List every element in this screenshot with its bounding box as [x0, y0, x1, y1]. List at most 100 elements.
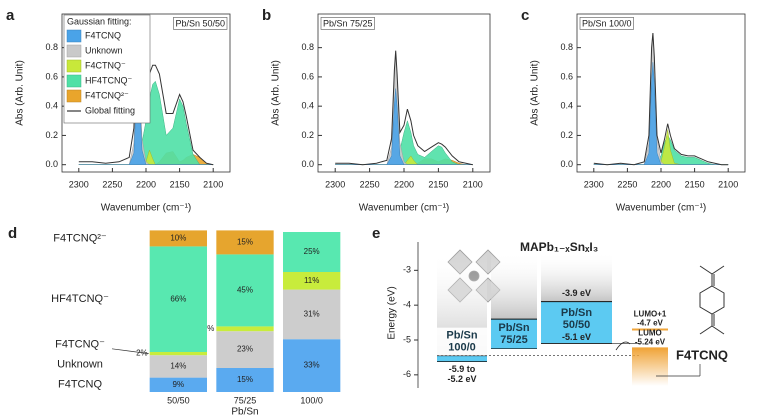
y-tick-label: 0.4	[45, 101, 58, 111]
panel-label: d	[8, 225, 17, 242]
x-tick-label: 2200	[136, 179, 156, 189]
y-axis-label: Abs (Arb. Unit)	[271, 60, 282, 126]
x-tick-label: 2300	[325, 179, 345, 189]
series-label: F4TCNQ⁻	[55, 339, 105, 351]
value-label: 66%	[170, 294, 186, 303]
sample-label-box	[320, 17, 375, 30]
x-tick-label: 2300	[584, 179, 604, 189]
bar-segment	[149, 352, 207, 356]
component-area	[593, 134, 729, 165]
material-title: MAPb₁₋ₓSnₓI₃	[520, 240, 598, 254]
x-tick-label: 2100	[203, 179, 223, 189]
value-label: 15%	[237, 375, 253, 384]
x-axis-label: Wavenumber (cm⁻¹)	[359, 203, 449, 214]
level-name: LUMO	[638, 328, 662, 337]
level-value: -5.24 eV	[635, 337, 666, 346]
panel-label: e	[372, 225, 380, 242]
molecule-name: F4TCNQ	[676, 347, 728, 362]
band-label-box	[437, 327, 487, 356]
band-label: Pb/Sn	[561, 307, 592, 319]
x-tick-label: 2150	[685, 179, 705, 189]
fit-line	[335, 50, 473, 166]
band	[437, 355, 487, 362]
y-axis-label: Energy (eV)	[387, 286, 398, 339]
y-tick-label: -4	[403, 300, 411, 310]
y-tick-label: 0.8	[301, 42, 314, 52]
bar-segment	[149, 377, 207, 392]
value-label: 2%	[136, 349, 148, 358]
x-tick-label: 2150	[428, 179, 448, 189]
value-label: 25%	[304, 247, 320, 256]
legend-swatch	[66, 29, 82, 43]
series-label: Unknown	[57, 359, 103, 371]
value-label: 14%	[170, 362, 186, 371]
x-tick-label: 2100	[463, 179, 483, 189]
legend-label: F4TCNQ²⁻	[85, 90, 129, 100]
plot-frame	[576, 13, 746, 173]
legend-swatch	[66, 59, 82, 73]
component-area	[334, 119, 474, 165]
y-tick-label: 0.2	[560, 130, 573, 140]
plot-frame	[61, 13, 231, 173]
x-tick-label: 2150	[170, 179, 190, 189]
y-tick-label: 0.6	[45, 71, 58, 81]
value-label: 15%	[237, 238, 253, 247]
band	[491, 319, 537, 349]
y-tick-label: 0.0	[560, 159, 573, 169]
x-tick-label: 2250	[617, 179, 637, 189]
series-connector	[111, 348, 149, 354]
band-label: 75/25	[500, 334, 528, 346]
x-tick-label: 2200	[394, 179, 414, 189]
series-label: HF4TCNQ⁻	[51, 293, 109, 305]
value-label: 31%	[304, 310, 320, 319]
panel-label: a	[6, 7, 15, 24]
y-tick-label: 0.4	[301, 101, 314, 111]
y-tick-label: 0.0	[301, 159, 314, 169]
y-tick-label: 0.8	[45, 42, 58, 52]
band	[541, 301, 612, 344]
sample-label: Pb/Sn 100/0	[582, 18, 632, 28]
sample-label-box	[173, 17, 228, 30]
x-tick-label: 2300	[69, 179, 89, 189]
x-axis-label: Wavenumber (cm⁻¹)	[101, 203, 191, 214]
component-area	[593, 62, 729, 165]
legend-label: F4TCNQ	[85, 30, 121, 40]
value-label: 45%	[237, 286, 253, 295]
series-label: F4TCNQ²⁻	[53, 232, 107, 244]
value-label: 9%	[173, 380, 185, 389]
y-tick-label: 0.8	[560, 42, 573, 52]
y-tick-label: 0.2	[45, 130, 58, 140]
legend-label: Global fitting	[85, 105, 135, 115]
molecule-icon	[699, 265, 725, 335]
x-tick-label: 50/50	[167, 395, 190, 405]
component-area	[334, 88, 474, 165]
bar-segment	[216, 254, 274, 327]
bar-segment	[149, 355, 207, 378]
bar-segment	[283, 339, 341, 392]
x-tick-label: 2250	[102, 179, 122, 189]
band-label: 50/50	[563, 319, 591, 331]
x-tick-label: 2100	[718, 179, 738, 189]
y-axis-label: Abs (Arb. Unit)	[530, 60, 541, 126]
y-tick-label: 0.0	[45, 159, 58, 169]
y-tick-label: -3	[403, 265, 411, 275]
level-name: LUMO+1	[634, 310, 667, 319]
legend-label: F4CTNQ⁻	[85, 60, 126, 70]
band-label: Pb/Sn	[498, 322, 529, 334]
x-axis-label: Pb/Sn	[231, 407, 258, 417]
band-background	[541, 252, 612, 302]
panel-label: b	[262, 7, 271, 24]
molecule-fade	[632, 348, 668, 386]
x-axis-label: Wavenumber (cm⁻¹)	[616, 203, 706, 214]
fit-line	[593, 32, 729, 166]
component-area	[78, 73, 214, 165]
sample-label-box	[579, 17, 634, 30]
component-area	[593, 32, 729, 165]
x-tick-label: 75/25	[234, 395, 257, 405]
bar-segment	[283, 289, 341, 340]
level-value: -4.7 eV	[637, 319, 663, 328]
y-tick-label: -5	[403, 334, 411, 344]
y-tick-label: -6	[403, 369, 411, 379]
y-axis-label: Abs (Arb. Unit)	[15, 60, 26, 126]
